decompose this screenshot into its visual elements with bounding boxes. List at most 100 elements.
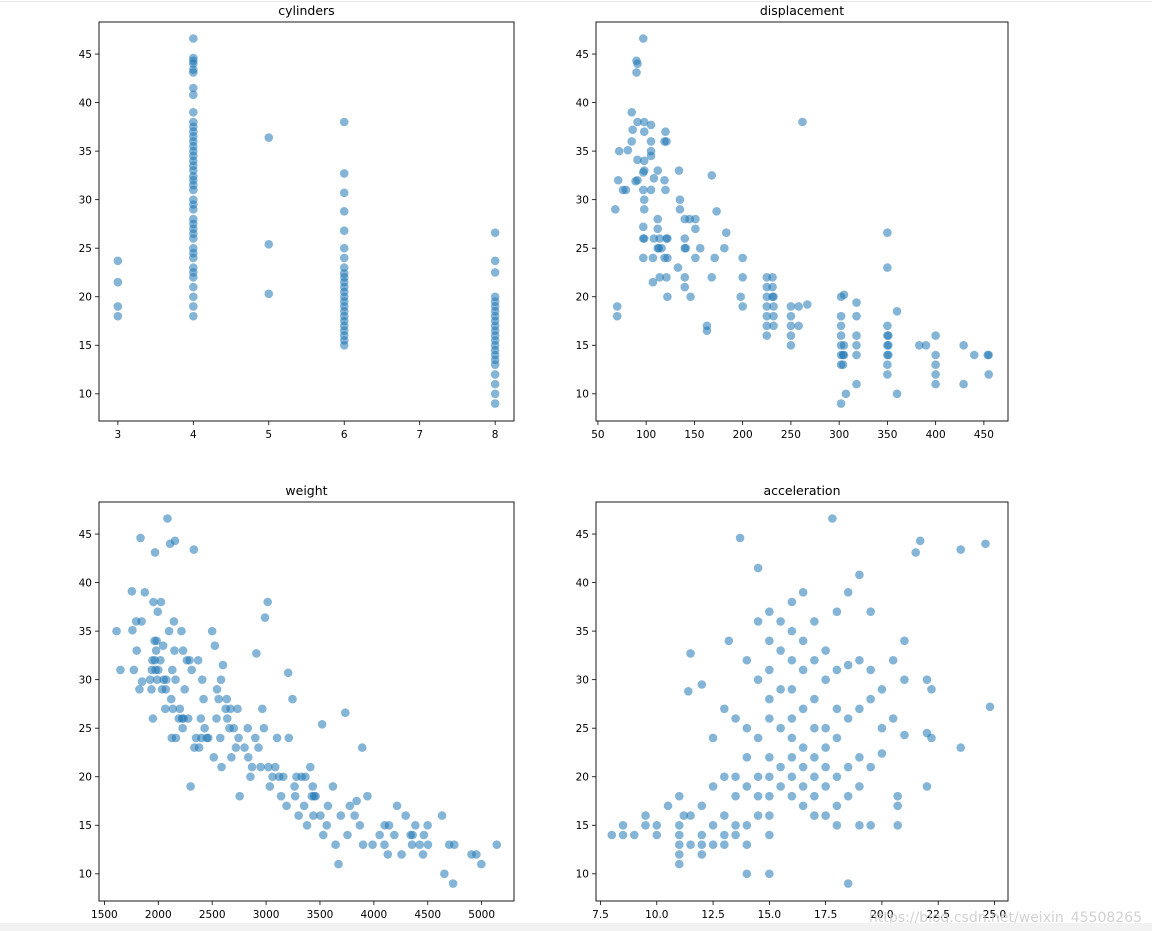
x-tick-label: 200 (733, 429, 753, 441)
data-point (787, 772, 797, 782)
data-point (653, 224, 663, 234)
y-tick-label: 35 (576, 626, 589, 638)
data-point (240, 743, 249, 752)
y-tick-label: 30 (79, 194, 92, 206)
data-point (316, 811, 325, 820)
data-point (113, 302, 123, 311)
x-tick-label: 2500 (199, 909, 226, 921)
data-point (787, 685, 797, 694)
data-point (401, 811, 410, 820)
data-point (132, 646, 142, 655)
data-point (810, 811, 819, 820)
y-tick-label: 35 (576, 146, 589, 158)
data-point (753, 675, 763, 684)
subplot-title: displacement (760, 3, 844, 18)
data-point (839, 290, 849, 300)
data-point (655, 273, 664, 282)
data-point (776, 782, 785, 791)
data-point (959, 340, 968, 350)
data-point (742, 753, 752, 762)
y-tick-label: 25 (79, 243, 92, 255)
data-point (137, 617, 146, 626)
data-point (888, 655, 898, 665)
data-point (472, 850, 481, 859)
x-tick-label: 3500 (307, 909, 334, 921)
data-point (931, 350, 940, 360)
data-point (798, 762, 808, 772)
data-point (877, 749, 887, 758)
data-point (607, 830, 617, 840)
data-point (136, 533, 145, 543)
data-point (331, 840, 340, 849)
data-point (294, 811, 303, 820)
data-point (922, 675, 932, 684)
data-point (855, 753, 864, 762)
data-point (893, 801, 902, 811)
data-point (852, 311, 861, 321)
data-point (234, 733, 243, 743)
data-point (633, 117, 642, 127)
data-point (299, 801, 309, 811)
data-point (611, 205, 620, 214)
y-tick-label: 15 (576, 340, 589, 352)
data-point (217, 762, 226, 772)
data-point (702, 321, 712, 331)
data-point (843, 791, 853, 801)
data-point (877, 723, 887, 733)
data-point (646, 151, 656, 161)
data-point (170, 536, 180, 546)
data-point (490, 345, 500, 355)
data-point (765, 772, 774, 782)
data-point (180, 685, 189, 694)
data-point (686, 649, 695, 658)
data-point (243, 753, 253, 762)
data-point (738, 302, 747, 311)
data-point (786, 311, 796, 321)
data-point (915, 536, 925, 546)
x-tick-label: 10.0 (645, 909, 668, 921)
data-point (639, 205, 649, 214)
data-point (272, 733, 282, 743)
data-point (810, 772, 819, 782)
data-point (156, 597, 166, 607)
data-point (765, 665, 774, 675)
data-point (675, 840, 684, 849)
data-point (151, 646, 161, 655)
data-point (145, 675, 155, 684)
x-tick-label: 4000 (361, 909, 388, 921)
data-point (810, 723, 819, 733)
data-point (708, 840, 718, 849)
data-point (803, 300, 812, 309)
data-point (680, 273, 690, 282)
y-tick-label: 35 (79, 626, 92, 638)
data-point (168, 665, 177, 675)
data-point (787, 597, 797, 607)
data-point (657, 243, 666, 253)
x-tick-label: 12.5 (701, 909, 724, 921)
data-point (720, 840, 729, 849)
data-point (765, 694, 774, 704)
data-point (708, 820, 718, 830)
data-point (691, 224, 700, 234)
data-point (135, 685, 144, 694)
data-point (838, 360, 848, 369)
data-point (189, 302, 198, 311)
data-point (196, 714, 206, 723)
data-point (264, 133, 274, 142)
data-point (423, 840, 433, 849)
y-tick-label: 30 (576, 674, 589, 686)
data-point (339, 169, 349, 178)
data-point (355, 820, 365, 830)
data-point (821, 782, 830, 791)
data-point (731, 820, 740, 830)
y-tick-label: 45 (79, 529, 92, 541)
data-point (623, 145, 633, 155)
data-point (832, 704, 842, 714)
y-tick-label: 40 (576, 577, 589, 589)
data-point (927, 733, 936, 743)
data-point (708, 782, 718, 791)
data-point (305, 762, 315, 772)
data-point (628, 125, 637, 135)
data-point (776, 646, 785, 655)
data-point (177, 626, 186, 636)
